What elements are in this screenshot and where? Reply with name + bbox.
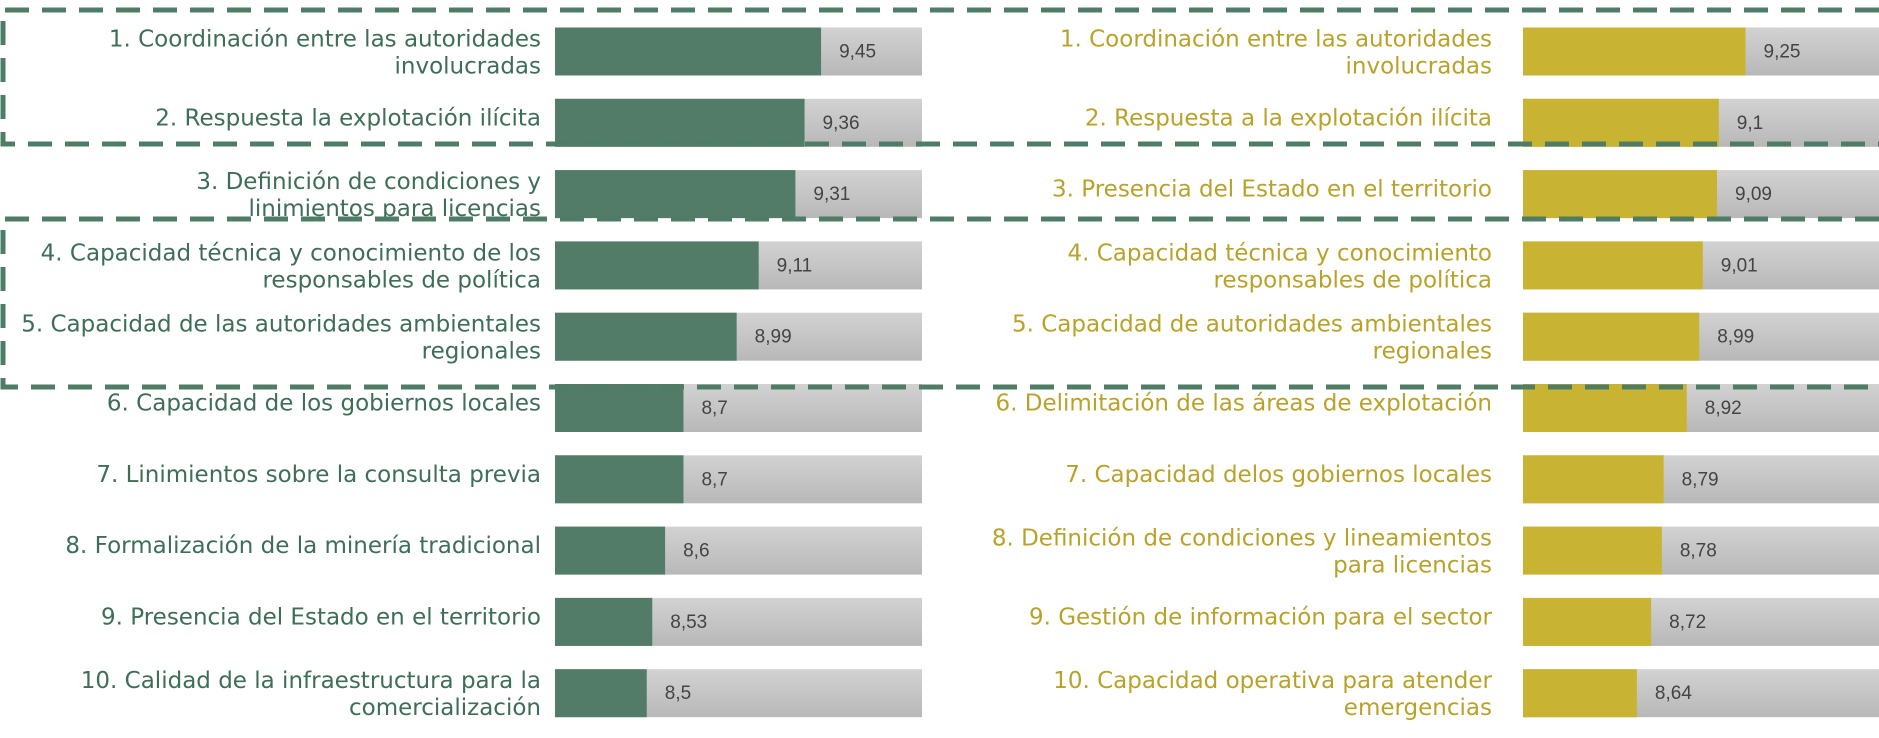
value-label: 8,99 bbox=[755, 327, 792, 348]
bar bbox=[1523, 241, 1703, 290]
value-label: 9,01 bbox=[1721, 255, 1758, 276]
bar bbox=[1523, 312, 1700, 361]
category-label: 6. Capacidad de los gobiernos locales bbox=[107, 391, 541, 417]
category-label: 7. Capacidad delos gobiernos locales bbox=[1065, 462, 1492, 488]
bar bbox=[1523, 526, 1662, 575]
category-label: 9. Gestión de información para el sector bbox=[1029, 604, 1493, 630]
value-label: 8,78 bbox=[1680, 541, 1717, 562]
value-label: 8,64 bbox=[1655, 683, 1692, 704]
category-label: regionales bbox=[422, 339, 541, 365]
category-label: 4. Capacidad técnica y conocimiento bbox=[1067, 240, 1492, 266]
highlight-boxes bbox=[0, 7, 1879, 390]
bar bbox=[1523, 455, 1664, 504]
highlight-box bbox=[0, 216, 1879, 390]
category-label: 2. Respuesta a la explotación ilícita bbox=[1085, 105, 1492, 131]
value-label: 9,11 bbox=[777, 255, 813, 276]
bar bbox=[555, 27, 822, 76]
value-label: 8,53 bbox=[670, 612, 707, 633]
value-label: 9,1 bbox=[1737, 113, 1763, 134]
bar bbox=[555, 170, 796, 219]
category-label: 8. Formalización de la minería tradicion… bbox=[65, 533, 541, 559]
category-label: 3. Definición de condiciones y bbox=[196, 169, 541, 195]
value-label: 9,45 bbox=[839, 42, 876, 63]
bar bbox=[555, 455, 684, 504]
plots: 9,45 1. Coordinación entre las autoridade… bbox=[21, 27, 1879, 721]
value-label: 8,99 bbox=[1717, 327, 1754, 348]
value-label: 8,92 bbox=[1705, 398, 1742, 419]
value-label: 9,25 bbox=[1764, 42, 1801, 63]
category-label: 4. Capacidad técnica y conocimiento de l… bbox=[41, 240, 541, 266]
bar bbox=[1523, 597, 1652, 646]
category-label: 8. Definición de condiciones y lineamien… bbox=[992, 526, 1492, 552]
category-label: regionales bbox=[1373, 339, 1492, 365]
value-label: 8,72 bbox=[1669, 612, 1706, 633]
bar bbox=[555, 669, 647, 718]
bar bbox=[555, 384, 684, 432]
category-label: 1. Coordinación entre las autoridades bbox=[109, 27, 541, 53]
bar bbox=[1523, 384, 1687, 432]
category-label: 10. Calidad de la infraestructura para l… bbox=[81, 668, 541, 694]
category-label: 5. Capacidad de autoridades ambientales bbox=[1012, 312, 1492, 338]
bar bbox=[1523, 98, 1719, 147]
highlight-box bbox=[0, 7, 1879, 147]
bar bbox=[555, 241, 759, 290]
category-label: 6. Delimitación de las áreas de explotac… bbox=[996, 391, 1493, 417]
bar bbox=[1523, 27, 1746, 76]
bar bbox=[1523, 170, 1718, 219]
value-label: 8,5 bbox=[665, 683, 691, 704]
value-label: 9,36 bbox=[823, 113, 860, 134]
value-label: 9,09 bbox=[1735, 184, 1772, 205]
category-label: 2. Respuesta la explotación ilícita bbox=[155, 105, 541, 131]
bar bbox=[555, 312, 737, 361]
category-label: 5. Capacidad de las autoridades ambienta… bbox=[21, 312, 541, 338]
category-label: emergencias bbox=[1344, 695, 1492, 721]
category-label: 7. Linimientos sobre la consulta previa bbox=[96, 462, 541, 488]
value-label: 9,31 bbox=[813, 184, 850, 205]
value-label: 8,79 bbox=[1682, 469, 1719, 490]
value-label: 8,7 bbox=[701, 469, 727, 490]
category-label: para licencias bbox=[1333, 553, 1492, 579]
bar bbox=[555, 98, 805, 147]
value-label: 8,6 bbox=[683, 541, 709, 562]
category-label: involucradas bbox=[395, 54, 542, 80]
category-label: 1. Coordinación entre las autoridades bbox=[1060, 27, 1492, 53]
category-label: involucradas bbox=[1346, 54, 1493, 80]
category-label: 9. Presencia del Estado en el territorio bbox=[101, 604, 541, 630]
category-label: responsables de política bbox=[262, 267, 541, 293]
value-label: 8,7 bbox=[701, 398, 727, 419]
bar bbox=[555, 597, 653, 646]
bar bbox=[555, 526, 666, 575]
category-label: responsables de política bbox=[1213, 267, 1492, 293]
category-label: 10. Capacidad operativa para atender bbox=[1053, 668, 1492, 694]
bar bbox=[1523, 669, 1637, 718]
category-label: comercialización bbox=[349, 695, 541, 721]
category-label: 3. Presencia del Estado en el territorio bbox=[1052, 177, 1492, 203]
